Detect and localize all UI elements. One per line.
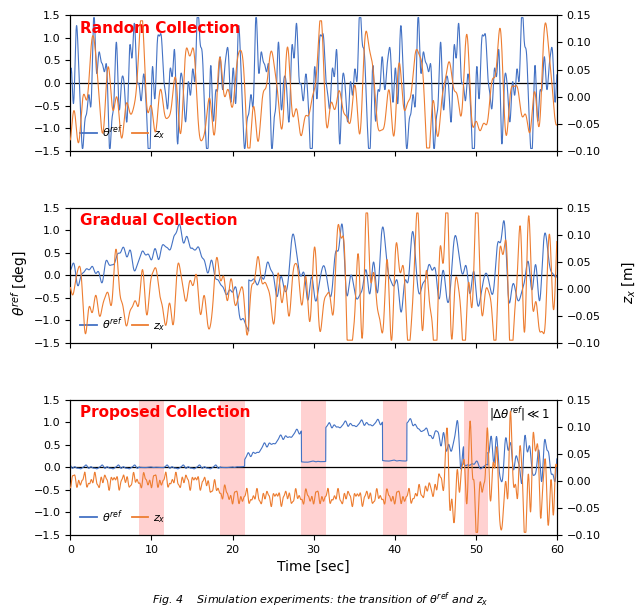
Legend: $\theta^{ref}$, $z_x$: $\theta^{ref}$, $z_x$ (76, 504, 170, 530)
Text: Gradual Collection: Gradual Collection (80, 213, 237, 228)
Bar (220, 400, 244, 535)
Legend: $\theta^{ref}$, $z_x$: $\theta^{ref}$, $z_x$ (76, 311, 170, 337)
X-axis label: Time [sec]: Time [sec] (277, 560, 350, 574)
Bar (301, 400, 326, 535)
Legend: $\theta^{ref}$, $z_x$: $\theta^{ref}$, $z_x$ (76, 119, 170, 145)
Text: $z_x$ [m]: $z_x$ [m] (620, 261, 637, 304)
Text: $|\Delta\theta^{ref}| \ll 1$: $|\Delta\theta^{ref}| \ll 1$ (488, 405, 550, 423)
Text: Proposed Collection: Proposed Collection (80, 405, 251, 420)
Bar (463, 400, 488, 535)
Text: Random Collection: Random Collection (80, 21, 240, 36)
Text: $\theta^{ref}$ [deg]: $\theta^{ref}$ [deg] (10, 250, 31, 315)
Bar (383, 400, 407, 535)
Bar (140, 400, 164, 535)
Text: Fig. 4    Simulation experiments: the transition of $\theta^{ref}$ and $z_x$: Fig. 4 Simulation experiments: the trans… (152, 590, 488, 609)
